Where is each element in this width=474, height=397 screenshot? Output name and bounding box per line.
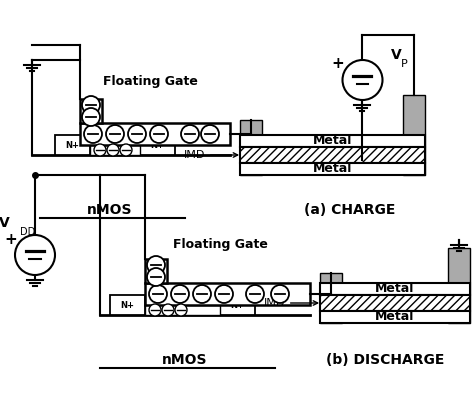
Text: (a) CHARGE: (a) CHARGE <box>304 203 396 217</box>
Text: IMD: IMD <box>264 298 318 308</box>
Circle shape <box>128 125 146 143</box>
Bar <box>240 163 425 175</box>
Text: N+: N+ <box>151 141 164 150</box>
Bar <box>80 123 230 145</box>
Circle shape <box>193 285 211 303</box>
Circle shape <box>120 144 132 156</box>
Bar <box>320 283 470 295</box>
Circle shape <box>82 108 100 126</box>
Text: Metal: Metal <box>375 283 415 295</box>
Circle shape <box>94 144 106 156</box>
Bar <box>220 295 255 315</box>
Text: Metal: Metal <box>313 135 352 148</box>
Bar <box>110 295 145 315</box>
Circle shape <box>107 144 119 156</box>
Circle shape <box>149 304 161 316</box>
Text: Floating Gate: Floating Gate <box>173 238 267 251</box>
Circle shape <box>181 125 199 143</box>
Bar <box>140 135 175 155</box>
Circle shape <box>246 285 264 303</box>
Bar <box>145 305 220 315</box>
Bar <box>55 135 90 155</box>
Circle shape <box>201 125 219 143</box>
Circle shape <box>149 285 167 303</box>
Text: V: V <box>391 48 401 62</box>
Bar <box>403 95 425 175</box>
Circle shape <box>147 256 165 274</box>
Text: nMOS: nMOS <box>87 203 133 217</box>
Text: Metal: Metal <box>375 310 415 324</box>
Bar <box>240 120 262 175</box>
Circle shape <box>271 285 289 303</box>
Text: P: P <box>401 59 407 69</box>
Text: N+: N+ <box>230 301 245 310</box>
Circle shape <box>150 125 168 143</box>
Bar <box>448 248 470 323</box>
Text: (b) DISCHARGE: (b) DISCHARGE <box>326 353 444 367</box>
Circle shape <box>84 125 102 143</box>
Circle shape <box>175 304 187 316</box>
Circle shape <box>147 268 165 286</box>
Bar <box>320 295 470 311</box>
Bar <box>90 145 140 155</box>
Bar <box>240 147 425 163</box>
Text: IMD: IMD <box>183 150 237 160</box>
Circle shape <box>215 285 233 303</box>
Bar <box>320 273 342 323</box>
Text: DD: DD <box>20 227 35 237</box>
Circle shape <box>162 304 174 316</box>
Circle shape <box>106 125 124 143</box>
Bar <box>240 135 425 147</box>
Text: N+: N+ <box>65 141 80 150</box>
Text: nMOS: nMOS <box>162 353 208 367</box>
Circle shape <box>82 96 100 114</box>
Text: +: + <box>5 231 18 247</box>
Text: V: V <box>0 216 10 230</box>
Circle shape <box>171 285 189 303</box>
Bar <box>320 311 470 323</box>
Bar <box>145 259 167 283</box>
Text: +: + <box>331 56 344 71</box>
Text: Metal: Metal <box>313 162 352 175</box>
Circle shape <box>343 60 383 100</box>
Text: N+: N+ <box>120 301 135 310</box>
Bar <box>145 283 310 305</box>
Circle shape <box>15 235 55 275</box>
Bar <box>80 99 102 123</box>
Text: Floating Gate: Floating Gate <box>102 75 198 88</box>
